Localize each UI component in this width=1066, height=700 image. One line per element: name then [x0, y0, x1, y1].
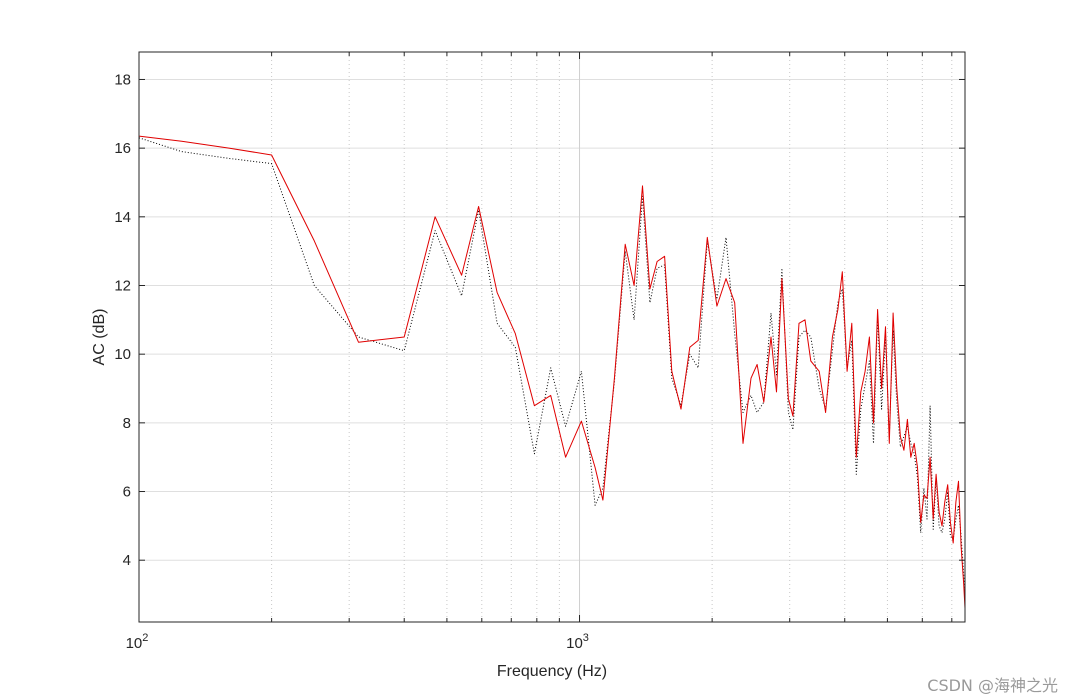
series-line-solid	[138, 135, 966, 609]
ticks	[138, 52, 965, 622]
axes-box	[138, 51, 966, 623]
y-tick-label: 14	[114, 209, 131, 226]
x-tick-label: 103	[566, 632, 589, 652]
y-tick-label: 16	[114, 140, 131, 157]
x-tick-label: 102	[126, 632, 149, 652]
series-line-dotted	[138, 137, 966, 599]
y-tick-label: 8	[123, 415, 131, 432]
y-tick-label: 12	[114, 277, 131, 294]
tick-labels: 4 6 8 10 12 14 16 18 102 103	[114, 71, 589, 652]
y-tick-label: 10	[114, 346, 131, 363]
x-axis-label: Frequency (Hz)	[497, 663, 607, 680]
y-tick-label: 6	[123, 484, 131, 501]
y-tick-label: 18	[114, 71, 131, 88]
y-axis-label: AC (dB)	[91, 309, 108, 366]
grid	[138, 52, 965, 622]
watermark: CSDN @海神之光	[927, 676, 1058, 695]
series-layer	[138, 135, 966, 609]
y-tick-label: 4	[123, 552, 131, 569]
